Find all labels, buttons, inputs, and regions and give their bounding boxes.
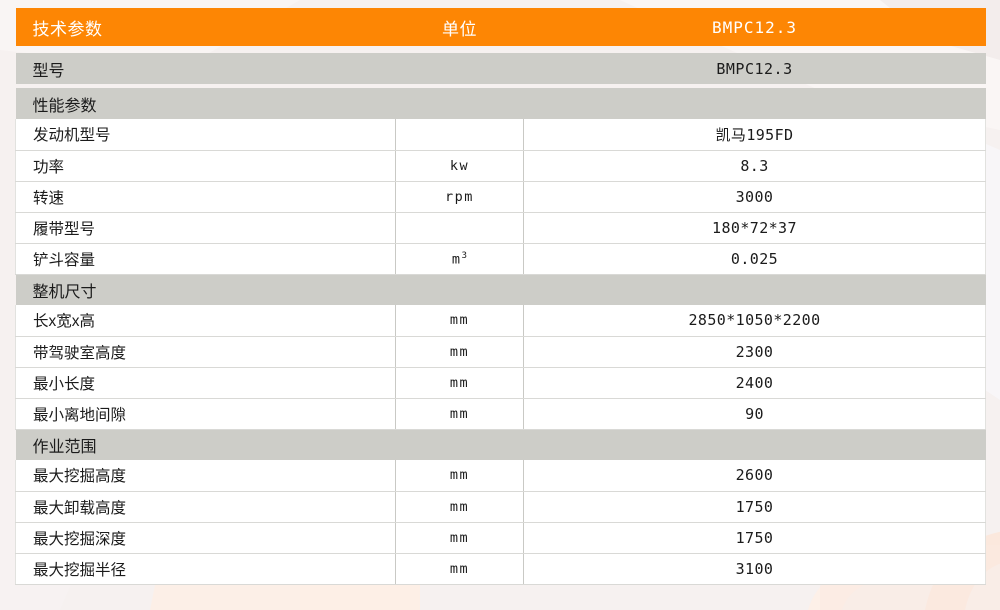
table-row: 最大卸载高度 mm 1750 [15,491,986,523]
row-unit-text: mm [449,498,470,515]
section-title: 性能参数 [15,88,396,119]
row-parameter: 最小长度 [15,367,396,399]
row-unit: mm [395,336,524,368]
row-unit: m3 [395,243,524,275]
section-title-unit-spacer [395,429,524,460]
row-unit: rpm [395,181,524,213]
table-header-row: 技术参数 单位 BMPC12.3 [15,8,986,46]
row-unit-text: mm [449,529,470,546]
row-parameter: 发动机型号 [15,119,396,151]
section-title-value-spacer [523,274,986,305]
table-row: 发动机型号 凯马195FD [15,119,986,151]
row-unit [395,212,524,244]
model-row-value: BMPC12.3 [523,53,986,84]
row-value: 2600 [523,460,986,492]
row-parameter: 最大挖掘深度 [15,522,396,554]
section-title: 作业范围 [15,429,396,460]
header-cell-param: 技术参数 [15,8,396,46]
row-value: 2850*1050*2200 [523,305,986,337]
row-parameter: 最大挖掘半径 [15,553,396,585]
table-row: 带驾驶室高度 mm 2300 [15,336,986,368]
row-unit-text: rpm [445,188,474,205]
row-unit-text: mm [449,560,470,577]
row-parameter: 长x宽x高 [15,305,396,337]
table-row: 最大挖掘半径 mm 3100 [15,553,986,585]
row-unit-text: mm [449,312,470,329]
table-row: 铲斗容量 m3 0.025 [15,243,986,275]
row-unit: mm [395,522,524,554]
section-header-row: 整机尺寸 [15,274,986,305]
row-unit: mm [395,398,524,430]
row-value: 3100 [523,553,986,585]
row-parameter: 转速 [15,181,396,213]
table-row: 转速 rpm 3000 [15,181,986,213]
row-unit-text: mm [449,405,470,422]
specification-table: 技术参数 单位 BMPC12.3 型号 BMPC12.3 性能参数 发动机型号 凯马195FD… [15,8,986,585]
row-value: 3000 [523,181,986,213]
row-unit-text: mm [449,374,470,391]
table-row: 履带型号 180*72*37 [15,212,986,244]
row-parameter: 履带型号 [15,212,396,244]
row-parameter: 最大挖掘高度 [15,460,396,492]
section-title: 整机尺寸 [15,274,396,305]
table-row: 最大挖掘深度 mm 1750 [15,522,986,554]
section-title-unit-spacer [395,88,524,119]
row-unit: kw [395,150,524,182]
row-value: 8.3 [523,150,986,182]
row-unit: mm [395,367,524,399]
row-unit: mm [395,491,524,523]
row-value: 90 [523,398,986,430]
row-parameter: 最大卸载高度 [15,491,396,523]
header-spacer [16,46,986,53]
row-value: 180*72*37 [523,212,986,244]
table-row: 最小长度 mm 2400 [15,367,986,399]
section-header-row: 性能参数 [15,88,986,119]
row-value: 1750 [523,522,986,554]
unit-superscript: 3 [461,249,468,261]
row-value: 凯马195FD [523,119,986,151]
section-title-value-spacer [523,88,986,119]
table-row: 长x宽x高 mm 2850*1050*2200 [15,305,986,337]
row-unit: mm [395,460,524,492]
row-unit-text: mm [449,467,470,484]
table-row: 最大挖掘高度 mm 2600 [15,460,986,492]
row-value: 2300 [523,336,986,368]
table-row: 最小离地间隙 mm 90 [15,398,986,430]
section-title-unit-spacer [395,274,524,305]
section-header-row: 作业范围 [15,429,986,460]
model-row-param: 型号 [15,53,396,84]
model-row: 型号 BMPC12.3 [15,53,986,84]
row-unit-text: mm [449,343,470,360]
row-value: 1750 [523,491,986,523]
row-unit [395,119,524,151]
section-title-value-spacer [523,429,986,460]
row-value: 2400 [523,367,986,399]
row-unit: mm [395,305,524,337]
row-unit-text: kw [449,157,470,174]
row-parameter: 铲斗容量 [15,243,396,275]
row-unit-text: m [451,251,462,268]
header-cell-value: BMPC12.3 [523,8,986,46]
header-cell-unit: 单位 [395,8,524,46]
row-parameter: 功率 [15,150,396,182]
row-parameter: 最小离地间隙 [15,398,396,430]
row-value: 0.025 [523,243,986,275]
row-unit: mm [395,553,524,585]
model-row-unit [395,53,524,84]
row-parameter: 带驾驶室高度 [15,336,396,368]
table-row: 功率 kw 8.3 [15,150,986,182]
